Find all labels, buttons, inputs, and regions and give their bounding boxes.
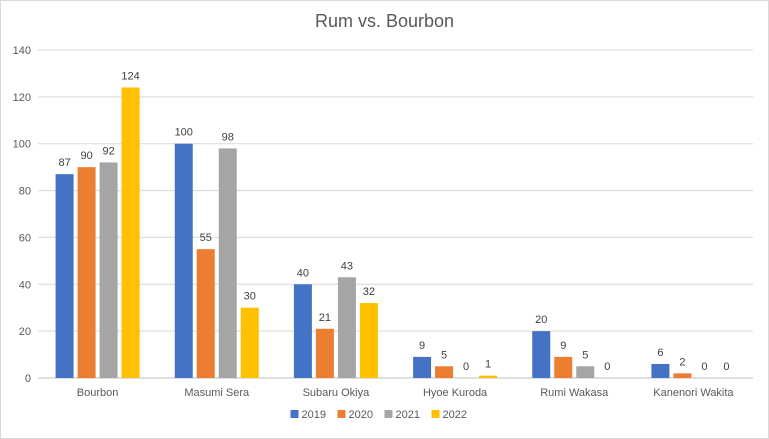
data-label: 5 <box>441 349 447 361</box>
data-label: 1 <box>485 359 491 371</box>
data-label: 21 <box>319 312 331 324</box>
legend-swatch <box>384 410 393 418</box>
x-tick-label: Masumi Sera <box>184 387 250 399</box>
chart-title: Rum vs. Bourbon <box>314 11 455 31</box>
data-label: 9 <box>560 340 566 352</box>
bar-2021 <box>576 366 595 378</box>
bar-2019 <box>174 143 193 378</box>
bar-2020 <box>673 373 692 378</box>
data-label: 87 <box>58 157 70 169</box>
bar-2020 <box>554 356 573 378</box>
data-label: 40 <box>297 267 309 279</box>
data-label: 2 <box>679 356 685 368</box>
bar-2022 <box>240 307 259 378</box>
data-label: 0 <box>723 361 729 373</box>
legend-swatch <box>290 410 299 418</box>
bar-2020 <box>77 167 96 378</box>
y-tick-label: 80 <box>19 186 31 198</box>
bar-2019 <box>413 356 432 378</box>
legend-label: 2020 <box>349 409 373 421</box>
data-label: 55 <box>200 232 212 244</box>
data-label: 0 <box>604 361 610 373</box>
data-label: 0 <box>463 361 469 373</box>
data-label: 32 <box>363 286 375 298</box>
y-tick-label: 40 <box>19 279 31 291</box>
legend-swatch <box>431 410 440 418</box>
bar-2019 <box>651 363 670 378</box>
legend-label: 2022 <box>443 409 467 421</box>
y-tick-label: 20 <box>19 326 31 338</box>
data-label: 124 <box>121 70 139 82</box>
x-tick-label: Rumi Wakasa <box>540 387 609 399</box>
x-tick-label: Subaru Okiya <box>303 387 371 399</box>
x-tick-label: Hyoe Kuroda <box>423 387 488 399</box>
bar-2020 <box>196 249 215 378</box>
bar-2021 <box>337 277 356 378</box>
data-label: 9 <box>419 340 425 352</box>
bar-2019 <box>532 331 551 378</box>
data-label: 0 <box>701 361 707 373</box>
y-tick-label: 120 <box>13 92 31 104</box>
data-label: 43 <box>341 260 353 272</box>
bar-2020 <box>315 328 334 378</box>
data-label: 100 <box>175 127 193 139</box>
bar-2022 <box>479 375 498 378</box>
legend-swatch <box>337 410 346 418</box>
data-label: 20 <box>535 314 547 326</box>
y-tick-label: 60 <box>19 232 31 244</box>
bar-2019 <box>55 174 74 378</box>
y-tick-label: 100 <box>13 139 31 151</box>
data-label: 90 <box>80 150 92 162</box>
x-tick-label: Bourbon <box>77 387 119 399</box>
bar-2020 <box>435 366 454 378</box>
data-label: 92 <box>102 145 114 157</box>
bar-2021 <box>218 148 237 378</box>
y-tick-label: 140 <box>13 45 31 57</box>
legend-label: 2021 <box>396 409 420 421</box>
data-label: 5 <box>582 349 588 361</box>
data-label: 30 <box>244 291 256 303</box>
y-tick-label: 0 <box>25 373 31 385</box>
bar-2021 <box>99 162 118 378</box>
bar-2019 <box>293 284 312 378</box>
x-tick-label: Kanenori Wakita <box>653 387 734 399</box>
data-label: 98 <box>222 131 234 143</box>
bar-2022 <box>359 303 378 378</box>
data-label: 6 <box>657 347 663 359</box>
legend-label: 2019 <box>302 409 326 421</box>
bar-2022 <box>121 87 140 378</box>
